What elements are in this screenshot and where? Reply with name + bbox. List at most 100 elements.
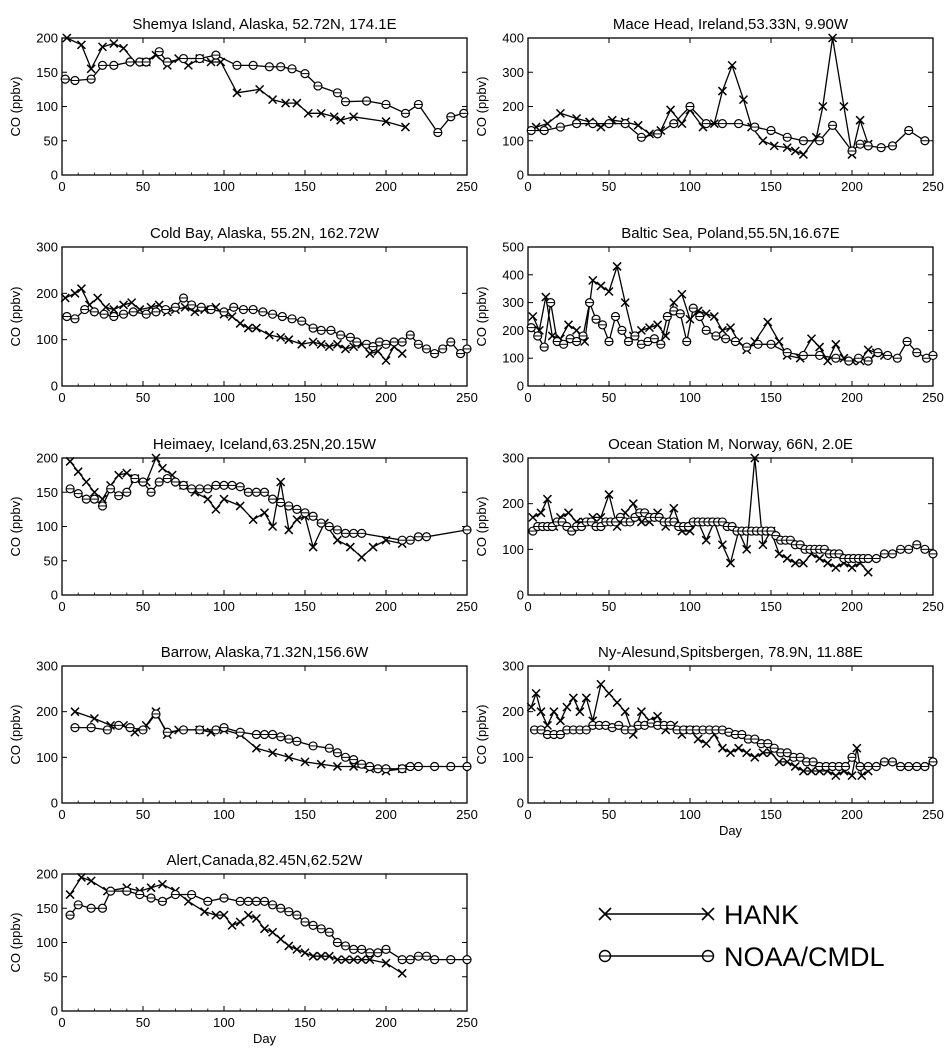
data-point-circle [349, 944, 359, 954]
data-point-circle [814, 350, 825, 361]
x-tick-label: 0 [58, 1015, 65, 1030]
data-point-x [806, 334, 817, 344]
data-point-circle [649, 334, 659, 344]
chart-title: Alert,Canada,82.45N,62.52W [167, 852, 364, 869]
data-point-circle [669, 119, 679, 129]
data-point-x [235, 318, 245, 328]
x-tick-label: 0 [524, 599, 531, 614]
data-point-x [332, 339, 342, 349]
data-point-circle [316, 518, 326, 528]
x-tick-label: 150 [760, 599, 782, 614]
data-point-x [62, 33, 72, 43]
data-point-circle [297, 316, 307, 326]
data-point-x [203, 494, 213, 504]
data-point-circle [413, 532, 423, 542]
data-point-x [717, 325, 727, 335]
data-point-x [536, 707, 546, 717]
data-point-x [738, 95, 748, 105]
data-point-x [839, 101, 849, 112]
data-point-circle [795, 752, 805, 762]
data-point-circle [559, 339, 569, 349]
data-point-x [349, 955, 359, 965]
data-point-circle [352, 337, 362, 347]
data-point-circle [604, 119, 614, 129]
x-tick-label: 150 [294, 390, 316, 405]
x-tick-label: 150 [294, 1015, 316, 1030]
data-point-circle [871, 553, 881, 564]
data-point-circle [397, 955, 407, 965]
data-point-x [628, 499, 638, 509]
data-point-x [276, 332, 286, 342]
data-point-circle [268, 729, 278, 740]
y-tick-label: 50 [44, 553, 58, 568]
data-point-circle [381, 339, 391, 349]
data-point-circle [122, 487, 132, 497]
data-point-x [774, 549, 784, 559]
data-point-x [324, 342, 334, 352]
data-point-circle [89, 494, 100, 504]
series-noaa-cmdl [62, 293, 472, 359]
data-point-circle [617, 325, 627, 335]
data-point-x [709, 311, 719, 322]
data-point-x [596, 281, 606, 291]
chart-panel-9: Alert,Canada,82.45N,62.52W 0 50 100 150 200 25… [8, 852, 478, 1046]
y-axis-label: CO (ppbv) [8, 287, 23, 347]
data-point-circle [446, 112, 456, 122]
data-point-circle [753, 339, 763, 349]
series-hank [70, 707, 407, 776]
data-point-circle [578, 331, 588, 341]
data-point-circle [86, 723, 96, 733]
data-point-circle [284, 501, 294, 511]
data-point-x [725, 323, 736, 333]
y-tick-label: 500 [502, 240, 524, 255]
y-tick-label: 200 [502, 704, 524, 719]
data-point-x [852, 743, 862, 753]
y-tick-label: 400 [502, 31, 524, 46]
data-point-x [308, 337, 318, 347]
data-point-circle [928, 350, 938, 361]
data-point-circle [349, 755, 359, 765]
chart-panel-8: Ny-Alesund,Spitsbergen, 78.9N, 11.88E 0 50… [474, 644, 944, 838]
data-point-x [831, 339, 841, 349]
data-point-circle [229, 302, 239, 312]
data-point-x [717, 86, 727, 96]
data-point-circle [154, 47, 164, 57]
data-point-x [248, 515, 258, 525]
data-point-circle [349, 528, 359, 538]
data-point-circle [814, 136, 825, 146]
data-point-circle [203, 896, 213, 907]
data-point-circle [421, 532, 432, 542]
x-tick-label: 100 [213, 1015, 235, 1030]
data-point-x [206, 57, 216, 67]
data-point-circle [130, 473, 140, 484]
x-tick-label: 250 [456, 807, 478, 822]
data-point-x [340, 955, 351, 965]
data-point-circle [105, 484, 116, 494]
data-point-circle [308, 511, 318, 521]
data-point-circle [292, 504, 302, 514]
data-point-circle [701, 119, 711, 129]
data-point-x [81, 477, 91, 487]
data-point-circle [105, 886, 116, 896]
data-point-circle [876, 143, 886, 153]
data-point-x [235, 501, 245, 511]
data-point-circle [798, 350, 809, 361]
data-point-x [823, 558, 833, 568]
data-point-x [588, 275, 598, 285]
data-point-circle [421, 344, 432, 354]
x-tick-label: 250 [922, 599, 944, 614]
data-point-x [264, 330, 274, 340]
x-tick-label: 100 [213, 599, 235, 614]
data-point-circle [70, 314, 80, 324]
y-tick-label: 0 [51, 379, 58, 394]
data-point-circle [405, 761, 415, 772]
y-tick-label: 200 [36, 867, 58, 882]
chart-title: Cold Bay, Alaska, 55.2N, 162.72W [150, 225, 380, 242]
series-hank [60, 284, 407, 366]
x-tick-label: 50 [136, 390, 150, 405]
y-tick-label: 0 [517, 796, 524, 811]
data-point-x [620, 707, 630, 717]
data-point-circle [827, 120, 838, 130]
data-point-circle [235, 482, 245, 492]
